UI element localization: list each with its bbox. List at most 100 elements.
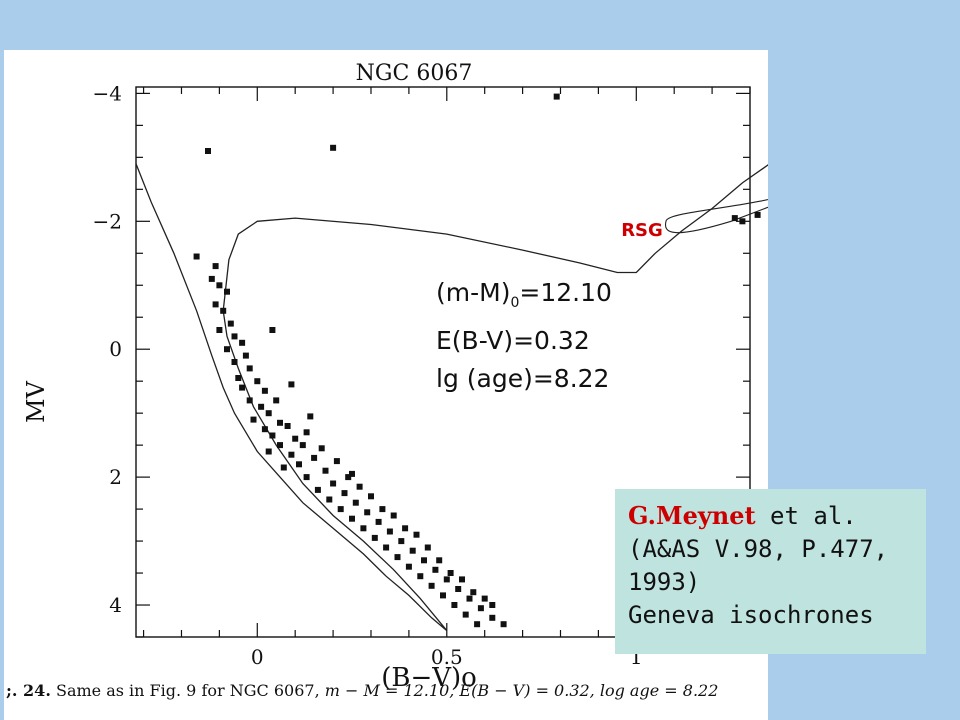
data-point bbox=[311, 454, 318, 461]
x-tick-label: 0 bbox=[251, 645, 264, 669]
data-point bbox=[235, 375, 242, 381]
data-point bbox=[265, 410, 272, 417]
data-point bbox=[239, 384, 246, 391]
data-point bbox=[474, 621, 481, 628]
data-point bbox=[296, 461, 302, 468]
data-point bbox=[409, 547, 416, 554]
data-point bbox=[470, 589, 477, 596]
y-tick-label: −2 bbox=[93, 209, 122, 233]
data-point bbox=[330, 144, 337, 151]
data-point bbox=[368, 493, 374, 500]
data-point bbox=[352, 499, 359, 506]
data-point bbox=[333, 458, 340, 465]
data-point bbox=[288, 381, 295, 388]
figure-panel: NGC 6067 0 0.5 1 −4 −2 0 2 4 (B−V)o MV RSG bbox=[4, 50, 768, 720]
data-point bbox=[246, 365, 253, 372]
data-point bbox=[261, 426, 268, 433]
data-point bbox=[205, 148, 211, 154]
data-point bbox=[489, 614, 496, 621]
data-point bbox=[481, 595, 488, 602]
blue-loop bbox=[664, 199, 768, 234]
data-point bbox=[284, 423, 291, 429]
data-point bbox=[224, 288, 230, 295]
data-point bbox=[390, 512, 397, 519]
data-point bbox=[269, 432, 276, 439]
data-point bbox=[424, 544, 431, 551]
data-point bbox=[447, 570, 454, 576]
data-point bbox=[337, 506, 344, 513]
data-point bbox=[307, 413, 314, 420]
x-tick-label: 0.5 bbox=[431, 645, 463, 669]
data-point bbox=[421, 557, 427, 564]
data-point bbox=[299, 442, 306, 449]
data-point bbox=[231, 359, 238, 365]
data-point bbox=[394, 554, 401, 561]
chart-title: NGC 6067 bbox=[356, 61, 473, 86]
data-point bbox=[216, 327, 223, 333]
data-point bbox=[731, 215, 738, 222]
data-point bbox=[379, 506, 386, 513]
data-point bbox=[383, 544, 390, 551]
data-point bbox=[269, 327, 276, 333]
data-point bbox=[459, 576, 465, 583]
isochrone-group bbox=[135, 163, 768, 632]
data-point bbox=[402, 525, 409, 532]
y-tick-label: 4 bbox=[109, 593, 122, 617]
fit-parameters: (m-M)0=12.10 E(B-V)=0.32 lg (age)=8.22 bbox=[436, 274, 612, 398]
data-point bbox=[322, 467, 329, 474]
data-point bbox=[386, 528, 393, 535]
data-point bbox=[216, 282, 223, 289]
data-point bbox=[326, 496, 333, 503]
data-point bbox=[341, 490, 348, 497]
data-point bbox=[356, 483, 363, 490]
data-point bbox=[371, 534, 378, 541]
points-group bbox=[193, 93, 761, 628]
data-point bbox=[398, 538, 405, 545]
data-point bbox=[242, 352, 249, 359]
data-point bbox=[231, 333, 238, 340]
data-point bbox=[277, 442, 283, 449]
data-point bbox=[212, 301, 219, 308]
data-point bbox=[254, 378, 261, 385]
data-point bbox=[239, 339, 246, 346]
data-point bbox=[349, 515, 355, 522]
data-point bbox=[455, 586, 462, 592]
data-point bbox=[739, 218, 746, 225]
data-point bbox=[277, 419, 283, 426]
data-point bbox=[220, 307, 227, 314]
data-point bbox=[258, 403, 265, 410]
data-point bbox=[364, 509, 371, 516]
data-point bbox=[443, 576, 450, 583]
y-tick-label: 0 bbox=[109, 337, 122, 361]
data-point bbox=[314, 486, 321, 493]
data-point bbox=[754, 211, 761, 218]
figure-caption: ;. 24. Same as in Fig. 9 for NGC 6067, m… bbox=[6, 681, 719, 700]
distance-modulus: (m-M)0=12.10 bbox=[436, 278, 612, 311]
data-point bbox=[477, 605, 484, 612]
data-point bbox=[345, 474, 352, 481]
log-age: lg (age)=8.22 bbox=[436, 364, 610, 393]
rsg-label: RSG bbox=[621, 220, 663, 241]
data-point bbox=[288, 451, 295, 458]
data-point bbox=[292, 435, 299, 442]
data-point bbox=[428, 582, 435, 589]
data-point bbox=[303, 474, 310, 481]
data-point bbox=[553, 93, 560, 100]
data-point bbox=[405, 563, 412, 570]
data-point bbox=[349, 470, 355, 477]
data-point bbox=[303, 429, 310, 436]
data-point bbox=[273, 397, 280, 404]
data-point bbox=[360, 525, 367, 532]
data-point bbox=[330, 480, 337, 487]
data-point bbox=[436, 557, 443, 564]
reference-note: Geneva isochrones bbox=[628, 601, 874, 629]
data-point bbox=[265, 448, 272, 455]
data-point bbox=[193, 253, 200, 260]
reference-year: 1993) bbox=[628, 568, 701, 596]
data-point bbox=[451, 602, 458, 608]
reference-journal: (A&AS V.98, P.477, bbox=[628, 535, 889, 563]
data-point bbox=[227, 320, 234, 327]
data-point bbox=[417, 573, 424, 580]
data-point bbox=[280, 464, 287, 471]
reference-author-line: G.Meynet et al. bbox=[628, 501, 857, 530]
